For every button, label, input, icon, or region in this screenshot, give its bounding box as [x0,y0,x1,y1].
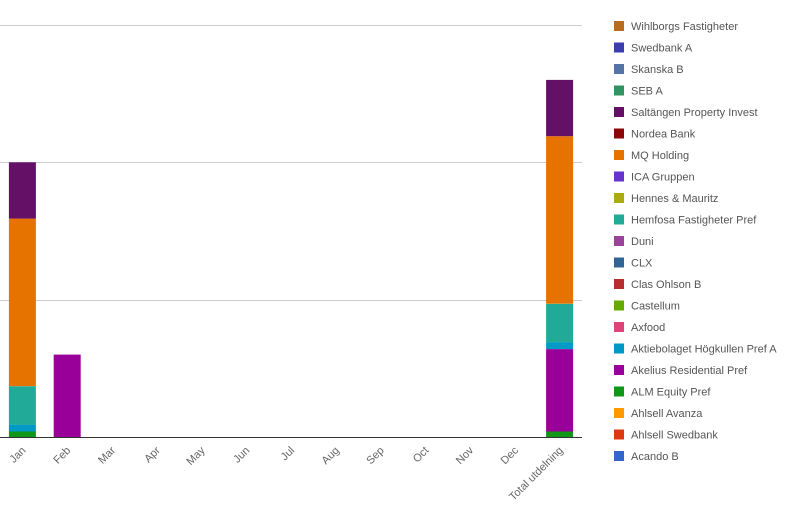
legend-swatch [614,408,624,418]
legend-swatch [614,85,624,96]
x-tick-label: Aug [320,445,342,467]
legend-label: Swedbank A [631,43,693,55]
bar-segment[interactable] [546,79,574,137]
legend-item[interactable]: Acando B [614,451,679,463]
legend-item[interactable]: Ahlsell Avanza [614,408,703,420]
legend-label: Axfood [631,322,665,334]
legend-swatch [614,107,624,117]
legend-label: Saltängen Property Invest [631,107,758,119]
legend-item[interactable]: Hemfosa Fastigheter Pref [614,214,757,227]
legend-label: Acando B [631,451,679,463]
legend-item[interactable]: Castellum [614,300,680,313]
bar-segment[interactable] [8,218,36,387]
legend-item[interactable]: Hennes & Mauritz [614,193,718,205]
legend-item[interactable]: CLX [614,257,653,270]
x-tick-label: Sep [364,445,386,467]
legend-swatch [614,429,624,440]
legend-label: Castellum [631,301,680,313]
bar-segment[interactable] [8,162,36,219]
legend-swatch [614,365,624,375]
x-tick-label: Oct [411,445,432,466]
legend-item[interactable]: Nordea Bank [614,128,696,141]
bar-segment[interactable] [8,386,36,425]
legend-swatch [614,128,624,139]
legend-swatch [614,343,624,354]
legend-label: SEB A [631,86,663,98]
legend-label: Aktiebolaget Högkullen Pref A [631,344,777,356]
legend-label: ICA Gruppen [631,172,695,184]
legend-swatch [614,150,624,160]
bar-segment[interactable] [546,342,574,350]
legend-item[interactable]: ICA Gruppen [614,171,695,184]
legend-swatch [614,64,624,74]
x-tick-label: Jun [231,445,252,466]
legend-label: Ahlsell Avanza [631,408,703,420]
legend-swatch [614,279,624,289]
x-tick-label: Dec [499,444,522,467]
bar-segment[interactable] [546,303,574,343]
x-tick-label: May [184,444,208,468]
x-tick-label: Mar [96,444,118,466]
legend-swatch [614,300,624,311]
bar-segment[interactable] [546,349,574,432]
legend-swatch [614,171,624,182]
legend-label: Ahlsell Swedbank [631,430,718,442]
bar-segment[interactable] [546,136,574,304]
legend-label: MQ Holding [631,150,689,162]
x-tick-label: Feb [51,445,73,467]
legend-item[interactable]: MQ Holding [614,150,689,162]
legend-label: Hennes & Mauritz [631,193,718,205]
legend-item[interactable]: Akelius Residential Pref [614,365,748,377]
legend-label: Skanska B [631,64,684,76]
x-tick-label: Apr [142,444,163,465]
bar-segment[interactable] [53,354,81,437]
legend-label: Hemfosa Fastigheter Pref [631,215,757,227]
legend-item[interactable]: Wihlborgs Fastigheter [614,21,738,33]
legend-swatch [614,214,624,225]
legend-swatch [614,386,624,397]
legend-item[interactable]: Skanska B [614,64,684,76]
legend-label: Wihlborgs Fastigheter [631,21,738,33]
legend-label: Clas Ohlson B [631,279,701,291]
legend-item[interactable]: Swedbank A [614,42,693,55]
bar-segment[interactable] [8,431,36,438]
legend-label: CLX [631,258,653,270]
legend-item[interactable]: Saltängen Property Invest [614,107,758,119]
legend-swatch [614,322,624,332]
legend-item[interactable]: Axfood [614,322,665,334]
legend-item[interactable]: SEB A [614,85,663,98]
legend-item[interactable]: Clas Ohlson B [614,279,701,291]
x-tick-label: Nov [454,444,477,467]
legend-item[interactable]: ALM Equity Pref [614,386,711,399]
legend-label: Nordea Bank [631,129,696,141]
legend-item[interactable]: Aktiebolaget Högkullen Pref A [614,343,777,356]
legend-swatch [614,257,624,268]
legend-swatch [614,193,624,203]
legend-item[interactable]: Ahlsell Swedbank [614,429,718,442]
x-tick-label: Jul [279,445,297,463]
legend-swatch [614,451,624,461]
legend-label: Duni [631,236,654,248]
x-tick-label: Jan [7,445,28,466]
legend-swatch [614,236,624,246]
bar-segment[interactable] [8,424,36,432]
legend-label: ALM Equity Pref [631,387,711,399]
legend-swatch [614,42,624,53]
bar-segment[interactable] [546,431,574,438]
legend-item[interactable]: Duni [614,236,654,248]
legend-swatch [614,21,624,31]
legend-label: Akelius Residential Pref [631,365,748,377]
